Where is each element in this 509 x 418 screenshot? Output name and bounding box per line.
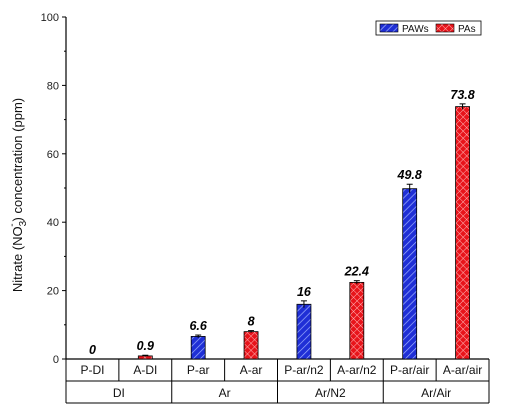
legend-box: [375, 20, 482, 36]
group-label: Ar/Air: [421, 386, 451, 400]
legend-label: PAs: [458, 24, 476, 35]
bar-a-ar: [243, 331, 259, 360]
data-label: 0: [89, 343, 96, 357]
legend-swatch: [379, 23, 399, 33]
category-label: P-ar: [187, 363, 210, 377]
bar-p-ar: [190, 336, 206, 360]
bars: [137, 103, 470, 360]
category-label: A-DI: [133, 363, 157, 377]
data-label: 73.8: [450, 88, 474, 102]
y-label-after: ) concentration (ppm): [10, 98, 25, 222]
bar-p-ar-n2: [296, 303, 312, 360]
bar-p-ar-air: [402, 188, 418, 360]
bar-a-ar-n2: [349, 281, 365, 360]
bar-a-ar-air: [455, 106, 470, 360]
category-label: P-DI: [80, 363, 104, 377]
group-label: Ar/N2: [315, 386, 346, 400]
data-label: 49.8: [397, 168, 422, 182]
data-label: 0.9: [137, 339, 154, 353]
data-label: 8: [248, 315, 255, 329]
category-label: A-ar: [240, 363, 263, 377]
group-label: DI: [113, 386, 125, 400]
category-table: P-DI A-DI P-ar A-ar P-ar/n2 A-ar/n2 P-ar/air A-…: [65, 359, 490, 404]
y-label-sub: 3: [18, 220, 29, 226]
category-label: P-ar/air: [390, 363, 429, 377]
y-tick-label: 80: [47, 80, 59, 92]
data-label: 16: [297, 285, 312, 299]
group-label: Ar: [219, 386, 231, 400]
y-axis-label: Nitrate (NO3-) concentration (ppm): [7, 98, 29, 292]
y-tick-label: 20: [47, 286, 59, 298]
category-label: P-ar/n2: [284, 363, 324, 377]
category-label: A-ar/n2: [337, 363, 377, 377]
y-tick-label: 100: [41, 12, 59, 24]
legend: PAWs PAs: [375, 20, 482, 36]
data-label: 22.4: [344, 265, 369, 279]
y-tick-label: 40: [47, 217, 59, 229]
y-label-sup: -: [7, 223, 18, 226]
data-labels: 0 0.9 6.6 8 16 22.4 49.8 73.8: [89, 88, 475, 357]
legend-label: PAWs: [402, 24, 429, 35]
y-label-before: Nitrate (NO: [10, 226, 25, 292]
data-label: 6.6: [189, 319, 207, 333]
y-tick-label: 0: [53, 354, 59, 366]
y-tick-label: 60: [47, 149, 59, 161]
category-label: A-ar/air: [443, 363, 482, 377]
legend-swatch: [435, 23, 455, 33]
